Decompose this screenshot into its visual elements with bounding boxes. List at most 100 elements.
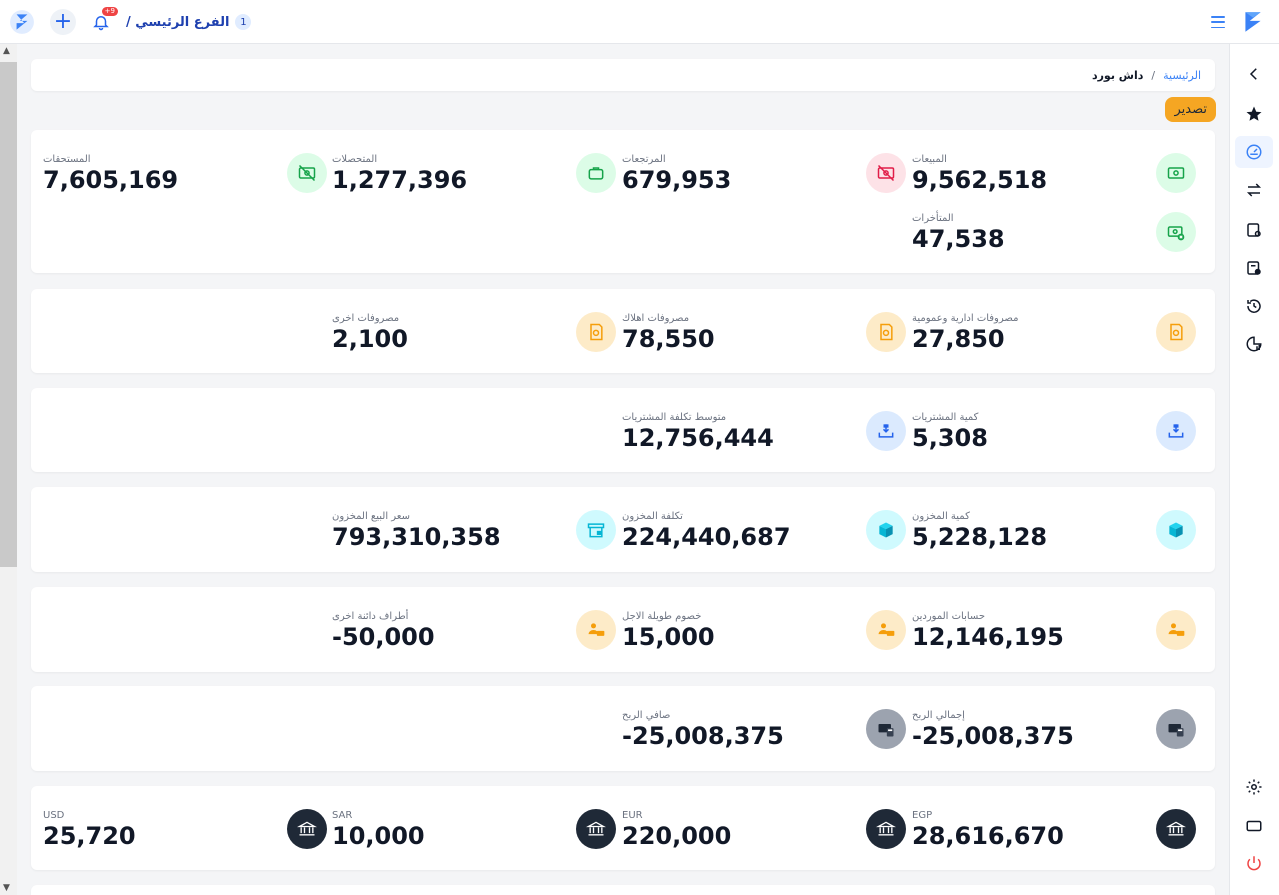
scrollbar-thumb[interactable] <box>0 62 17 567</box>
main-content: الرئيسية / داش بورد تصدير المبيعات 9,562,… <box>17 44 1229 895</box>
stat-value: 220,000 <box>622 821 732 850</box>
stat-inventory-cost: تكلفة المخزون 224,440,687 <box>622 507 906 553</box>
stat-usd: USD 25,720 <box>43 806 327 852</box>
header-left-group: + +9 1 الفرع الرئيسي / <box>8 0 252 44</box>
receipt-icon <box>866 312 906 352</box>
bank-icon <box>1156 809 1196 849</box>
stat-value: -50,000 <box>332 622 435 651</box>
stat-supplier-accounts: حسابات الموردين 12,146,195 <box>912 607 1196 653</box>
invoice-add-icon[interactable] <box>1235 252 1273 284</box>
cube-icon <box>866 510 906 550</box>
stat-label: كمية المشتريات <box>912 411 979 423</box>
stat-label: خصوم طويلة الاجل <box>622 610 702 622</box>
stat-sales: المبيعات 9,562,518 <box>912 150 1196 196</box>
breadcrumb-current: داش بورد <box>1091 68 1144 82</box>
stat-value: 28,616,670 <box>912 821 1064 850</box>
breadcrumb-home-link[interactable]: الرئيسية <box>1163 68 1201 82</box>
stat-admin-expenses: مصروفات ادارية وعمومية 27,850 <box>912 309 1196 355</box>
stat-label: المتأخرات <box>912 212 954 224</box>
branch-name: الفرع الرئيسي / <box>126 14 230 30</box>
stat-value: 9,562,518 <box>912 165 1048 194</box>
stat-label: متوسط تكلفة المشتريات <box>622 411 727 423</box>
stat-value: 12,146,195 <box>912 622 1064 651</box>
calculator-cash-icon <box>866 709 906 749</box>
stat-value: 679,953 <box>622 165 732 194</box>
download-box-icon <box>866 411 906 451</box>
report-chart-icon[interactable] <box>1235 328 1273 360</box>
stat-gross-profit: إجمالي الربح -25,008,375 <box>912 706 1196 752</box>
stat-label: EUR <box>622 809 643 821</box>
hamburger-icon[interactable] <box>1211 16 1225 28</box>
bank-icon <box>287 809 327 849</box>
stat-label: كمية المخزون <box>912 510 970 522</box>
invoice-icon[interactable] <box>1235 214 1273 246</box>
stat-label: مصروفات ادارية وعمومية <box>912 312 1019 324</box>
logo-icon[interactable] <box>8 8 36 36</box>
stat-value: 224,440,687 <box>622 522 791 551</box>
bell-icon[interactable]: +9 <box>90 7 118 33</box>
stat-label: مصروفات اهلاك <box>622 312 690 324</box>
stat-value: 10,000 <box>332 821 425 850</box>
history-icon[interactable] <box>1235 290 1273 322</box>
logo-icon[interactable] <box>1239 8 1267 36</box>
cash-off-icon <box>866 153 906 193</box>
stat-value: 27,850 <box>912 324 1005 353</box>
power-icon[interactable] <box>1235 847 1273 879</box>
stat-label: SAR <box>332 809 353 821</box>
stat-label: صافي الربح <box>622 709 671 721</box>
notification-badge: +9 <box>101 7 118 16</box>
stat-egp: EGP 28,616,670 <box>912 806 1196 852</box>
stat-value: 5,228,128 <box>912 522 1048 551</box>
branch-selector[interactable]: 1 الفرع الرئيسي / <box>126 14 252 30</box>
bank-icon <box>576 809 616 849</box>
scroll-down-icon[interactable]: ▼ <box>3 883 10 893</box>
stat-long-term-liabilities: خصوم طويلة الاجل 15,000 <box>622 607 906 653</box>
calculator-cash-icon <box>1156 709 1196 749</box>
sidebar <box>1229 44 1279 895</box>
stat-label: المبيعات <box>912 153 947 165</box>
transfer-icon[interactable] <box>1235 174 1273 206</box>
profit-card: إجمالي الربح -25,008,375 صافي الربح -25,00… <box>31 686 1215 771</box>
breadcrumb: الرئيسية / داش بورد <box>31 59 1215 91</box>
stat-value: 2,100 <box>332 324 408 353</box>
inventory-card: كمية المخزون 5,228,128 تكلفة المخزون 224,4… <box>31 487 1215 572</box>
stat-collections: المتحصلات 1,277,396 <box>332 150 616 196</box>
stat-value: -25,008,375 <box>622 721 784 750</box>
stat-label: المرتجعات <box>622 153 666 165</box>
receipt-icon <box>576 312 616 352</box>
stat-sar: SAR 10,000 <box>332 806 616 852</box>
dashboard-icon[interactable] <box>1235 136 1273 168</box>
scroll-up-icon[interactable]: ▲ <box>3 46 10 56</box>
stat-value: -25,008,375 <box>912 721 1074 750</box>
chevron-left-icon[interactable] <box>1235 58 1273 90</box>
stat-value: 78,550 <box>622 324 715 353</box>
plus-icon[interactable]: + <box>50 9 76 35</box>
stat-value: 5,308 <box>912 423 988 452</box>
stat-purchase-avg-cost: متوسط تكلفة المشتريات 12,756,444 <box>622 408 906 454</box>
top-header: + +9 1 الفرع الرئيسي / <box>0 0 1279 44</box>
stat-value: 793,310,358 <box>332 522 501 551</box>
receipt-icon <box>1156 312 1196 352</box>
cash-icon <box>1156 153 1196 193</box>
gear-icon[interactable] <box>1235 771 1273 803</box>
stat-value: 25,720 <box>43 821 136 850</box>
store-icon <box>576 510 616 550</box>
stat-depreciation-expenses: مصروفات اهلاك 78,550 <box>622 309 906 355</box>
window-icon[interactable] <box>1235 810 1273 842</box>
liabilities-card: حسابات الموردين 12,146,195 خصوم طويلة الا… <box>31 587 1215 672</box>
cash-x-icon <box>1156 212 1196 252</box>
stat-label: مصروفات اخرى <box>332 312 400 324</box>
download-box-icon <box>1156 411 1196 451</box>
stat-label: USD <box>43 809 65 821</box>
stat-arrears: المتأخرات 47,538 <box>912 209 1196 255</box>
stat-label: سعر البيع المخزون <box>332 510 411 522</box>
scrollbar[interactable]: ▲ ▼ <box>0 44 17 895</box>
export-button[interactable]: تصدير <box>1165 97 1216 122</box>
stat-other-expenses: مصروفات اخرى 2,100 <box>332 309 616 355</box>
next-card <box>31 885 1215 895</box>
users-cash-icon <box>866 610 906 650</box>
stat-inventory-qty: كمية المخزون 5,228,128 <box>912 507 1196 553</box>
star-icon[interactable] <box>1235 98 1273 130</box>
users-cash-icon <box>1156 610 1196 650</box>
stat-value: 1,277,396 <box>332 165 468 194</box>
